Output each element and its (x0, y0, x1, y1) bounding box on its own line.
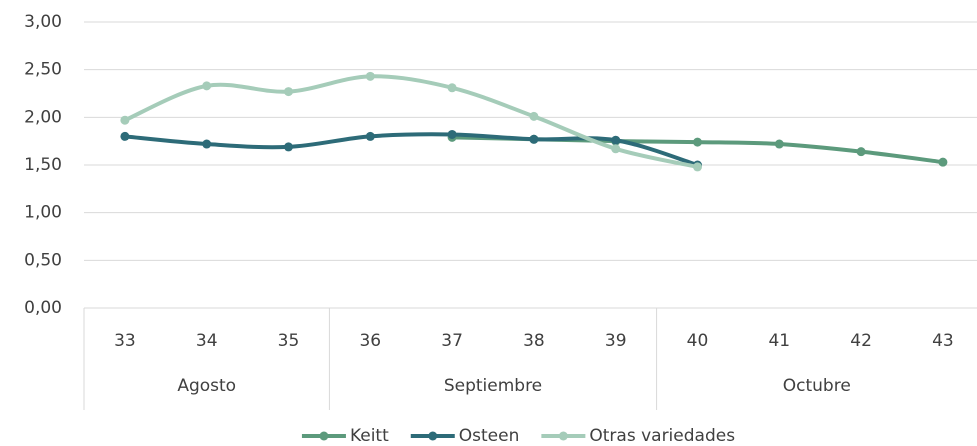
legend-label: Osteen (459, 426, 520, 446)
x-tick-label: 42 (850, 331, 872, 351)
y-tick-label: 2,00 (24, 107, 62, 127)
data-point (693, 162, 702, 172)
x-tick-label: 40 (687, 331, 709, 351)
legend-marker (319, 431, 329, 441)
group-label: Septiembre (444, 376, 542, 396)
legend-marker (558, 431, 568, 441)
data-point (284, 142, 293, 152)
series-line (122, 74, 700, 169)
x-tick-label: 33 (114, 331, 136, 351)
x-tick-label: 36 (359, 331, 381, 351)
data-point (365, 131, 375, 141)
x-tick-label: 34 (196, 331, 218, 351)
legend-label: Otras variedades (589, 426, 735, 446)
x-tick-label: 39 (605, 331, 627, 351)
x-tick-label: 41 (768, 331, 790, 351)
y-tick-label: 3,00 (24, 12, 62, 32)
data-point (202, 81, 212, 91)
y-tick-label: 1,50 (24, 155, 62, 175)
data-point (284, 87, 293, 97)
x-tick-label: 37 (441, 331, 463, 351)
data-point (611, 135, 621, 145)
legend-marker (428, 431, 438, 441)
data-point (202, 139, 212, 149)
data-point (447, 129, 457, 139)
y-tick-label: 2,50 (24, 60, 62, 80)
legend-label: Keitt (350, 426, 389, 446)
data-point (938, 157, 948, 167)
data-point (120, 115, 130, 125)
data-point (365, 71, 375, 81)
y-tick-label: 1,00 (24, 203, 62, 223)
data-point (120, 131, 130, 141)
y-tick-label: 0,00 (24, 298, 62, 318)
data-point (693, 137, 702, 147)
data-point (529, 134, 539, 144)
series-line (122, 132, 700, 167)
data-point (774, 139, 784, 149)
data-point (529, 111, 539, 121)
group-label: Octubre (783, 376, 851, 396)
data-point (611, 144, 621, 154)
data-point (856, 147, 866, 157)
x-tick-label: 38 (523, 331, 545, 351)
data-point (447, 83, 457, 93)
x-tick-label: 43 (932, 331, 954, 351)
y-tick-label: 0,50 (24, 250, 62, 270)
group-label: Agosto (177, 376, 236, 396)
x-tick-label: 35 (278, 331, 300, 351)
